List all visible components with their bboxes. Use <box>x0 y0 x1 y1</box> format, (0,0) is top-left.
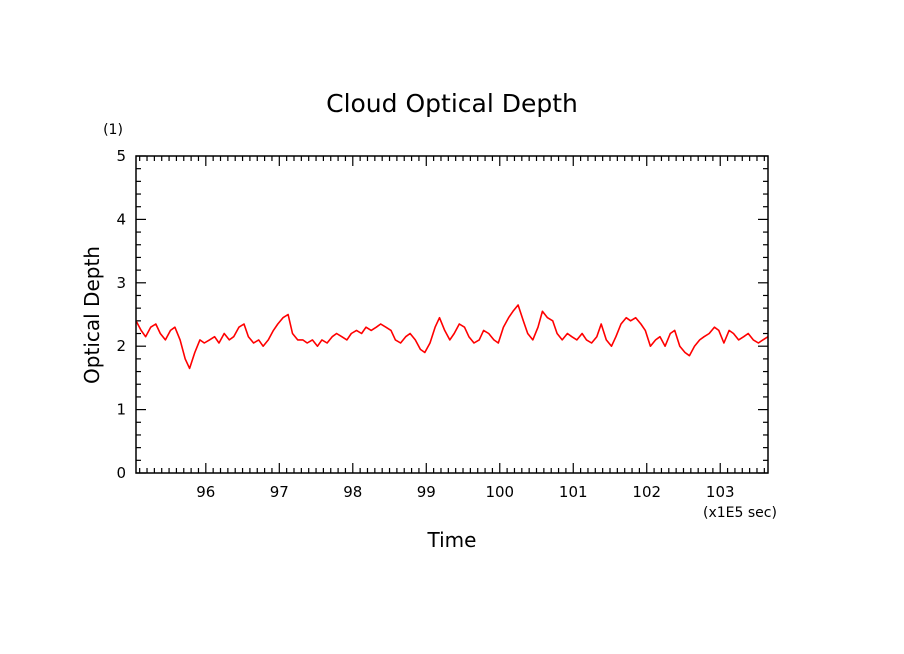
series-layer <box>135 304 769 370</box>
y-tick-label: 5 <box>116 147 126 165</box>
x-tick-label: 98 <box>343 483 362 501</box>
x-tick-label: 99 <box>417 483 436 501</box>
tick-labels: 0 1 2 3 4 5 96 97 98 99 100 101 102 103 <box>116 147 734 501</box>
y-axis-title: Optical Depth <box>80 246 104 384</box>
x-tick-label: 103 <box>706 483 735 501</box>
chart-title: Cloud Optical Depth <box>326 89 578 118</box>
x-tick-label: 97 <box>270 483 289 501</box>
x-axis-title: Time <box>427 528 477 552</box>
y-tick-label: 1 <box>116 401 126 419</box>
x-tick-label: 101 <box>559 483 588 501</box>
y-tick-label: 3 <box>116 274 126 292</box>
y-tick-label: 0 <box>116 464 126 482</box>
optical-depth-series-line <box>135 304 769 370</box>
axis-ticks <box>136 155 768 474</box>
x-tick-label: 102 <box>632 483 661 501</box>
y-tick-label: 2 <box>116 337 126 355</box>
plot-frame <box>135 155 769 474</box>
x-tick-label: 100 <box>485 483 514 501</box>
x-unit-label: (x1E5 sec) <box>703 505 777 521</box>
x-tick-label: 96 <box>196 483 215 501</box>
y-tick-label: 4 <box>116 210 126 228</box>
y-unit-label: (1) <box>103 122 123 138</box>
